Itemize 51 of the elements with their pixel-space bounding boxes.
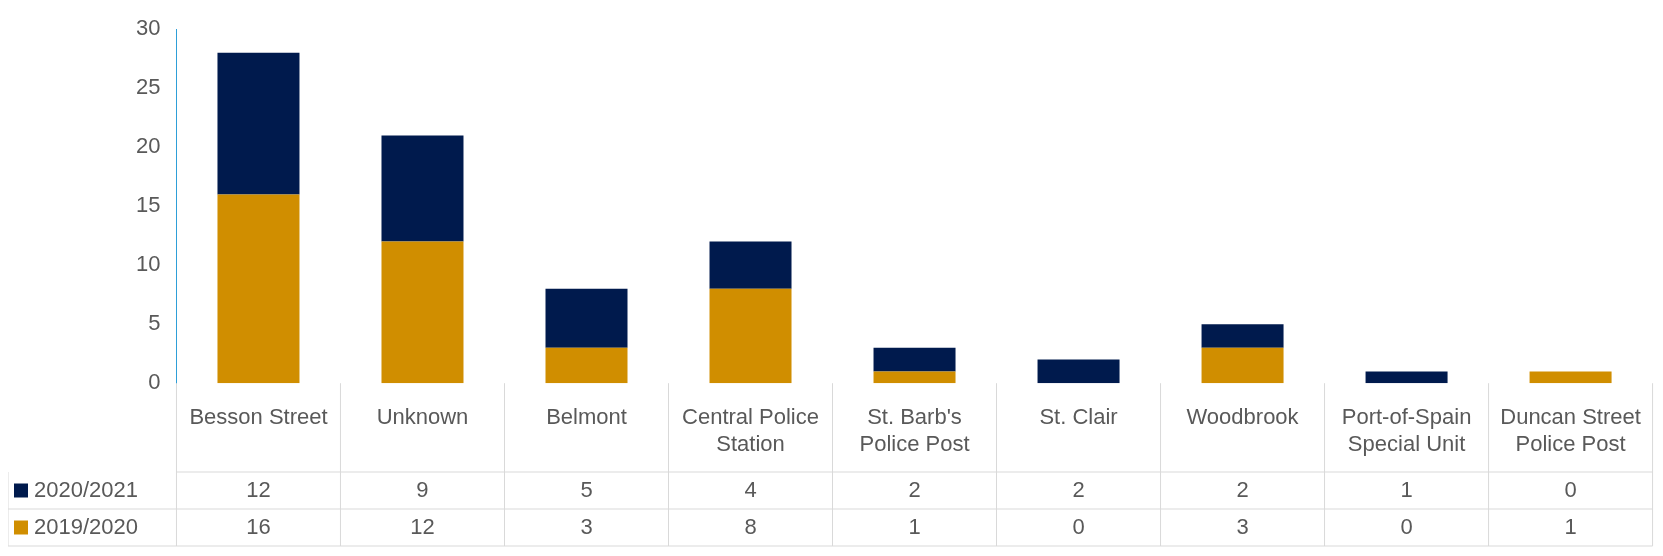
y-tick-label: 25 bbox=[135, 74, 161, 100]
data-label: 8 bbox=[744, 513, 757, 539]
bar bbox=[217, 52, 300, 195]
y-tick-label: 30 bbox=[135, 15, 161, 41]
data-label: 9 bbox=[416, 476, 429, 502]
bar bbox=[381, 135, 464, 242]
bar bbox=[709, 241, 792, 289]
data-label: 3 bbox=[1236, 513, 1249, 539]
data-label: 2 bbox=[1072, 476, 1085, 502]
data-label: 0 bbox=[1564, 476, 1577, 502]
y-tick-label: 10 bbox=[135, 251, 161, 277]
bar bbox=[1201, 347, 1284, 384]
bar bbox=[545, 288, 628, 348]
x-tick-label: Belmont bbox=[546, 404, 627, 430]
y-tick-label: 15 bbox=[135, 192, 161, 218]
legend-label: 2020/2021 bbox=[34, 476, 138, 502]
data-label: 4 bbox=[744, 476, 757, 502]
x-tick-label: Central Police Station bbox=[682, 404, 819, 456]
bar bbox=[217, 194, 300, 384]
y-tick-label: 5 bbox=[148, 310, 161, 336]
data-label: 2 bbox=[908, 476, 921, 502]
x-tick-label: Woodbrook bbox=[1186, 404, 1300, 430]
bar bbox=[709, 288, 792, 384]
data-label: 16 bbox=[246, 513, 271, 539]
data-label: 1 bbox=[1400, 476, 1413, 502]
data-label: 0 bbox=[1400, 513, 1413, 539]
data-label: 1 bbox=[908, 513, 921, 539]
bar bbox=[1037, 359, 1120, 384]
bar bbox=[1365, 371, 1448, 384]
x-tick-label: Duncan Street Police Post bbox=[1500, 404, 1641, 456]
x-tick-label: St. Barb's Police Post bbox=[859, 404, 970, 456]
bar bbox=[873, 371, 956, 384]
x-tick-label: Port-of-Spain Special Unit bbox=[1341, 404, 1472, 456]
bar bbox=[381, 241, 464, 384]
x-tick-label: St. Clair bbox=[1039, 404, 1118, 430]
legend-label: 2019/2020 bbox=[34, 513, 138, 539]
data-label: 1 bbox=[1564, 513, 1577, 539]
y-tick-label: 0 bbox=[148, 369, 161, 395]
y-tick-label: 20 bbox=[135, 133, 161, 159]
x-tick-label: Unknown bbox=[376, 404, 469, 430]
data-label: 5 bbox=[580, 476, 593, 502]
data-label: 12 bbox=[410, 513, 435, 539]
bar bbox=[545, 347, 628, 384]
bar bbox=[1529, 371, 1612, 384]
data-label: 2 bbox=[1236, 476, 1249, 502]
data-label: 12 bbox=[246, 476, 271, 502]
data-label: 0 bbox=[1072, 513, 1085, 539]
x-tick-label: Besson Street bbox=[189, 404, 328, 430]
bar bbox=[1201, 324, 1284, 348]
bar bbox=[873, 347, 956, 372]
data-label: 3 bbox=[580, 513, 593, 539]
